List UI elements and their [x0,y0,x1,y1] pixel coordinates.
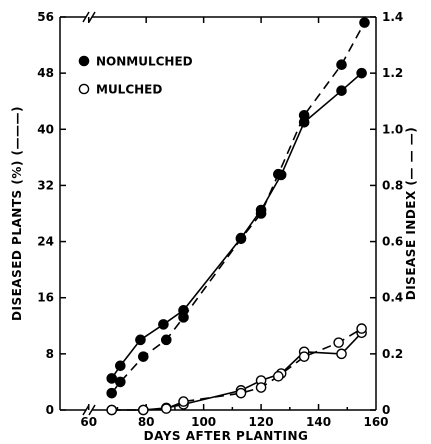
point-mulched-disease-index [333,337,344,348]
y-left-tick-label: 56 [37,10,54,24]
plot-frame [59,11,377,416]
legend-label-mulched: MULCHED [96,83,162,97]
y-right-tick-label: 1.0 [382,122,403,136]
point-nonmulched-diseased-plants [356,67,367,79]
point-nonmulched-disease-index [115,376,126,388]
legend: NONMULCHED MULCHED [78,55,193,97]
y-axis-right-title: DISEASE INDEX (— — —) [404,127,418,301]
x-tick-label: 160 [363,415,388,429]
point-mulched-disease-index [138,404,149,416]
y-left-tick-label: 8 [46,347,54,361]
legend-marker-nonmulched [78,55,90,67]
y-right-tick-label: 0 [382,403,390,417]
point-nonmulched-disease-index [255,208,267,219]
point-nonmulched-disease-index [160,334,172,346]
y-left-tick-label: 48 [37,66,54,80]
y-right-tick-label: 0.4 [382,291,403,305]
x-tick-label: 140 [306,415,331,429]
point-nonmulched-diseased-plants [135,334,146,346]
axis-break-mark [88,11,96,23]
series-line-mulched-disease-index [111,327,363,411]
point-mulched-disease-index [106,404,118,416]
point-nonmulched-disease-index [273,168,284,180]
x-tick-label: 120 [249,415,274,429]
series-line-nonmulched-disease-index [111,22,366,394]
legend-marker-mulched [78,83,90,95]
x-tick-label: 100 [191,415,216,429]
axis-break-mark [88,404,96,416]
series-points [106,17,370,416]
y-right-tick-label: 0.8 [382,178,403,192]
y-left-tick-label: 16 [37,291,54,305]
x-axis-title: DAYS AFTER PLANTING [144,429,309,443]
y-right-tick-label: 0.2 [382,347,403,361]
y-left-tick-label: 24 [37,235,54,249]
point-mulched-diseased-plants [336,348,347,360]
y-left-tick-label: 40 [37,122,54,136]
point-mulched-disease-index [235,387,247,399]
point-nonmulched-diseased-plants [106,373,118,384]
x-tick-label: 60 [80,415,97,429]
axis-ticks: 60 80 100 120 140 1600816243240485600.20.40.6… [37,10,403,429]
y-right-tick-label: 0.6 [382,235,403,249]
point-mulched-disease-index [356,323,367,334]
y-right-tick-label: 1.2 [382,66,403,80]
series-lines [111,22,366,411]
point-mulched-disease-index [160,403,172,414]
point-mulched-disease-index [255,382,267,393]
legend-label-nonmulched: NONMULCHED [96,55,193,69]
y-left-tick-label: 32 [37,178,54,192]
y-axis-left-title: DISEASED PLANTS (%) (———) [10,106,24,321]
y-right-tick-label: 1.4 [382,10,403,24]
point-nonmulched-diseased-plants [336,85,347,96]
point-nonmulched-diseased-plants [158,319,169,330]
point-nonmulched-disease-index [235,233,247,245]
axis-break-mark [82,11,90,23]
x-tick-label: 80 [138,415,155,429]
y-left-tick-label: 0 [46,403,54,417]
point-nonmulched-disease-index [138,351,149,362]
point-mulched-disease-index [273,371,284,382]
series-line-mulched-diseased-plants [111,332,363,411]
point-mulched-disease-index [178,396,189,407]
point-nonmulched-disease-index [359,17,370,28]
point-nonmulched-diseased-plants [115,360,126,372]
point-mulched-disease-index [298,351,310,362]
point-nonmulched-disease-index [178,312,189,323]
point-nonmulched-disease-index [336,59,347,71]
point-nonmulched-disease-index [298,109,310,121]
point-nonmulched-disease-index [106,387,118,399]
series-line-nonmulched-diseased-plants [111,72,363,379]
